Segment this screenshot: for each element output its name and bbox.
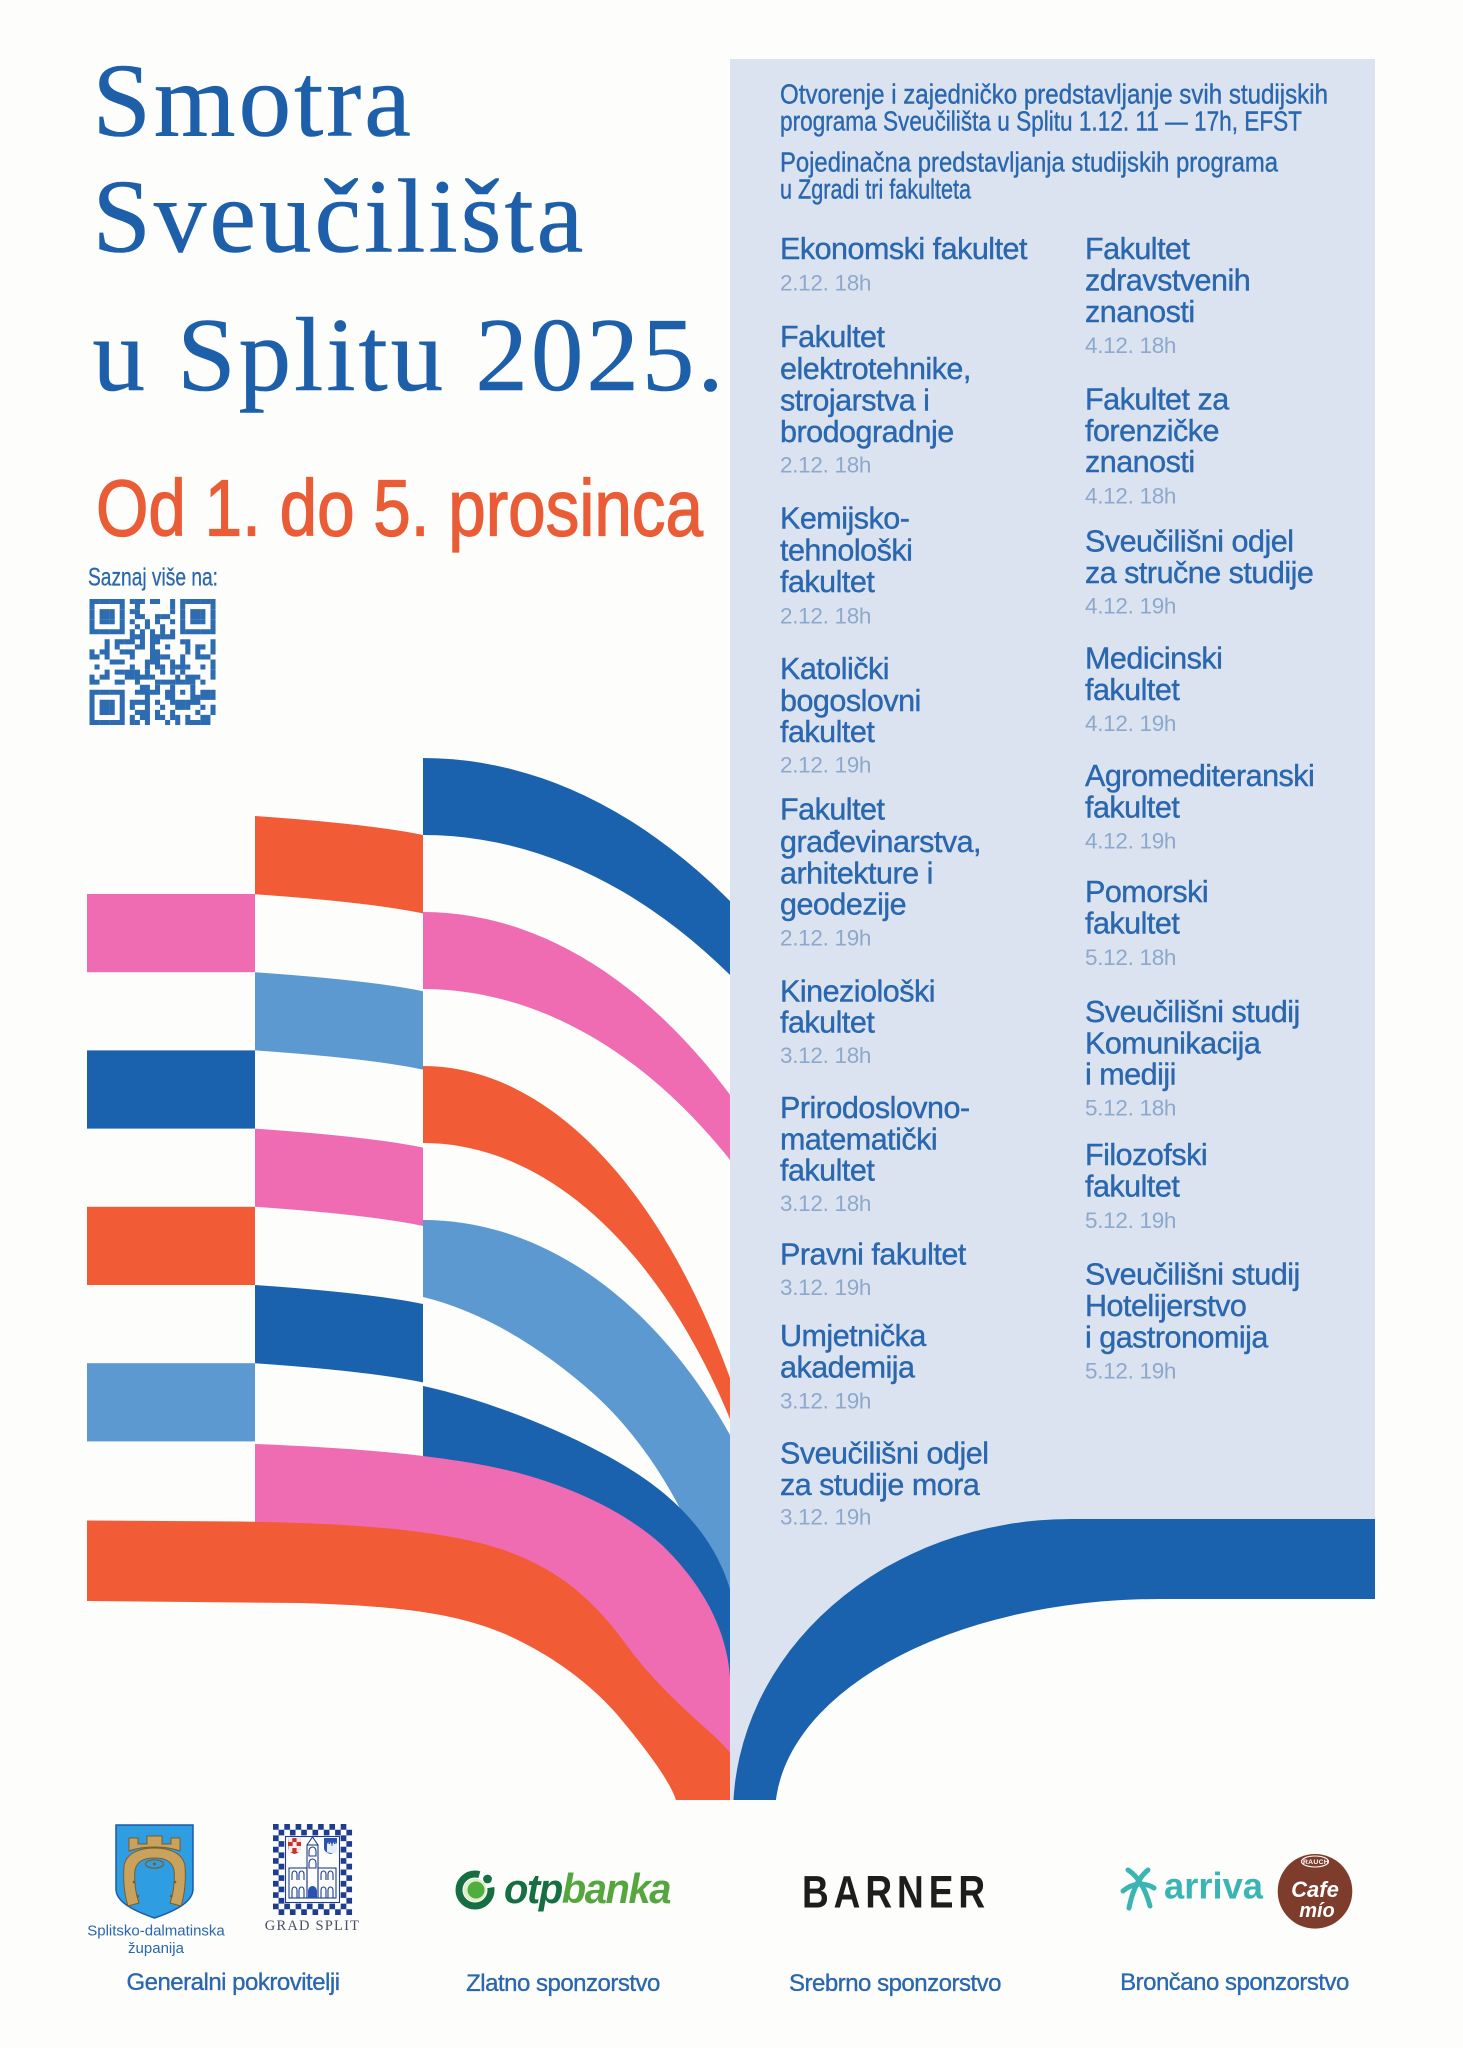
svg-text:za stručne studije: za stručne studije <box>1085 556 1313 590</box>
svg-text:Sveučilišta: Sveučilišta <box>93 158 587 275</box>
svg-text:Pomorski: Pomorski <box>1085 875 1208 909</box>
svg-text:Ekonomski fakultet: Ekonomski fakultet <box>780 232 1028 266</box>
svg-text:Komunikacija: Komunikacija <box>1085 1026 1261 1060</box>
svg-text:geodezije: geodezije <box>780 888 906 922</box>
svg-text:Sveučilišni studij: Sveučilišni studij <box>1085 1257 1300 1291</box>
svg-text:građevinarstva,: građevinarstva, <box>780 825 981 859</box>
svg-text:Prirodoslovno-: Prirodoslovno- <box>780 1091 970 1125</box>
svg-text:tehnološki: tehnološki <box>780 534 912 568</box>
svg-text:otpbanka: otpbanka <box>504 1865 671 1912</box>
svg-text:Saznaj više na:: Saznaj više na: <box>88 564 218 592</box>
svg-text:2.12. 18h: 2.12. 18h <box>780 271 871 296</box>
svg-text:brodogradnje: brodogradnje <box>780 415 954 449</box>
svg-text:fakultet: fakultet <box>1085 791 1180 825</box>
svg-text:4.12. 18h: 4.12. 18h <box>1085 483 1176 508</box>
svg-text:fakultet: fakultet <box>780 1006 875 1040</box>
svg-text:i gastronomija: i gastronomija <box>1085 1320 1268 1354</box>
svg-text:Umjetnička: Umjetnička <box>780 1319 926 1353</box>
svg-text:i mediji: i mediji <box>1085 1058 1176 1092</box>
svg-text:fakultet: fakultet <box>1085 1169 1180 1203</box>
svg-text:županija: županija <box>128 1940 185 1957</box>
svg-text:GRAD SPLIT: GRAD SPLIT <box>265 1918 360 1934</box>
svg-text:5.12. 18h: 5.12. 18h <box>1085 945 1176 970</box>
svg-text:Srebrno sponzorstvo: Srebrno sponzorstvo <box>789 1970 1001 1997</box>
svg-text:strojarstva i: strojarstva i <box>780 383 929 417</box>
svg-text:4.12. 19h: 4.12. 19h <box>1085 711 1176 736</box>
svg-text:arhitekture i: arhitekture i <box>780 856 933 890</box>
svg-text:2.12. 19h: 2.12. 19h <box>780 753 871 778</box>
svg-text:Katolički: Katolički <box>780 652 889 686</box>
svg-text:forenzičke: forenzičke <box>1085 414 1219 448</box>
svg-text:Fakultet: Fakultet <box>780 320 886 354</box>
svg-text:RAUCH: RAUCH <box>1303 1859 1329 1866</box>
svg-text:3.12. 19h: 3.12. 19h <box>780 1389 871 1414</box>
svg-text:u Splitu 2025.: u Splitu 2025. <box>93 296 727 413</box>
svg-text:fakultet: fakultet <box>780 565 875 599</box>
svg-text:Filozofski: Filozofski <box>1085 1138 1207 1172</box>
svg-text:3.12. 18h: 3.12. 18h <box>780 1043 871 1068</box>
svg-text:Fakultet: Fakultet <box>780 792 886 826</box>
svg-text:matematički: matematički <box>780 1123 937 1157</box>
svg-text:Splitsko-dalmatinska: Splitsko-dalmatinska <box>87 1922 225 1939</box>
svg-text:za studije mora: za studije mora <box>780 1468 980 1502</box>
svg-text:3.12. 19h: 3.12. 19h <box>780 1505 871 1530</box>
svg-text:fakultet: fakultet <box>780 715 875 749</box>
svg-text:2.12. 18h: 2.12. 18h <box>780 603 871 628</box>
svg-text:Generalni pokrovitelji: Generalni pokrovitelji <box>126 1969 339 1996</box>
svg-text:Sveučilišni studij: Sveučilišni studij <box>1085 995 1300 1029</box>
svg-text:5.12. 19h: 5.12. 19h <box>1085 1359 1176 1384</box>
svg-text:Agromediteranski: Agromediteranski <box>1085 759 1314 793</box>
svg-text:fakultet: fakultet <box>1085 907 1180 941</box>
svg-text:Zlatno sponzorstvo: Zlatno sponzorstvo <box>466 1970 660 1997</box>
svg-text:bogoslovni: bogoslovni <box>780 684 921 718</box>
svg-text:fakultet: fakultet <box>780 1154 875 1188</box>
svg-text:BARNER: BARNER <box>802 1867 990 1918</box>
svg-text:Sveučilišni odjel: Sveučilišni odjel <box>1085 525 1294 559</box>
svg-text:3.12. 19h: 3.12. 19h <box>780 1275 871 1300</box>
svg-text:mío: mío <box>1299 1900 1335 1922</box>
svg-text:fakultet: fakultet <box>1085 673 1180 707</box>
svg-text:Otvorenje i zajedničko predsta: Otvorenje i zajedničko predstavljanje sv… <box>780 79 1328 110</box>
svg-text:5.12. 18h: 5.12. 18h <box>1085 1096 1176 1121</box>
svg-text:Fakultet: Fakultet <box>1085 232 1191 266</box>
svg-text:Cafe: Cafe <box>1291 1877 1339 1902</box>
svg-text:elektrotehnike,: elektrotehnike, <box>780 352 971 386</box>
svg-text:Kineziološki: Kineziološki <box>780 975 935 1009</box>
svg-text:Sveučilišni odjel: Sveučilišni odjel <box>780 1437 989 1471</box>
svg-text:arriva: arriva <box>1164 1866 1263 1907</box>
svg-text:2.12. 18h: 2.12. 18h <box>780 453 871 478</box>
svg-text:znanosti: znanosti <box>1085 295 1195 329</box>
svg-text:programa Sveučilišta u Splitu: programa Sveučilišta u Splitu 1.12. 11 —… <box>780 106 1302 137</box>
svg-text:2.12. 19h: 2.12. 19h <box>780 926 871 951</box>
svg-text:Brončano sponzorstvo: Brončano sponzorstvo <box>1120 1969 1349 1996</box>
svg-text:Hotelijerstvo: Hotelijerstvo <box>1085 1289 1246 1323</box>
svg-text:Fakultet za: Fakultet za <box>1085 383 1229 417</box>
svg-text:Medicinski: Medicinski <box>1085 641 1222 675</box>
svg-text:4.12. 18h: 4.12. 18h <box>1085 333 1176 358</box>
svg-text:Od 1. do 5. prosinca: Od 1. do 5. prosinca <box>96 464 703 553</box>
svg-text:u Zgradi tri fakulteta: u Zgradi tri fakulteta <box>780 173 972 204</box>
svg-text:znanosti: znanosti <box>1085 445 1195 479</box>
svg-text:5.12. 19h: 5.12. 19h <box>1085 1208 1176 1233</box>
svg-text:zdravstvenih: zdravstvenih <box>1085 264 1250 298</box>
svg-text:Pravni fakultet: Pravni fakultet <box>780 1238 967 1272</box>
svg-text:akademija: akademija <box>780 1351 915 1385</box>
svg-text:Kemijsko-: Kemijsko- <box>780 502 909 536</box>
svg-text:4.12. 19h: 4.12. 19h <box>1085 829 1176 854</box>
svg-text:Smotra: Smotra <box>93 41 414 158</box>
svg-text:3.12. 18h: 3.12. 18h <box>780 1191 871 1216</box>
svg-text:4.12. 19h: 4.12. 19h <box>1085 594 1176 619</box>
svg-text:Pojedinačna predstavljanja stu: Pojedinačna predstavljanja studijskih pr… <box>780 147 1279 178</box>
